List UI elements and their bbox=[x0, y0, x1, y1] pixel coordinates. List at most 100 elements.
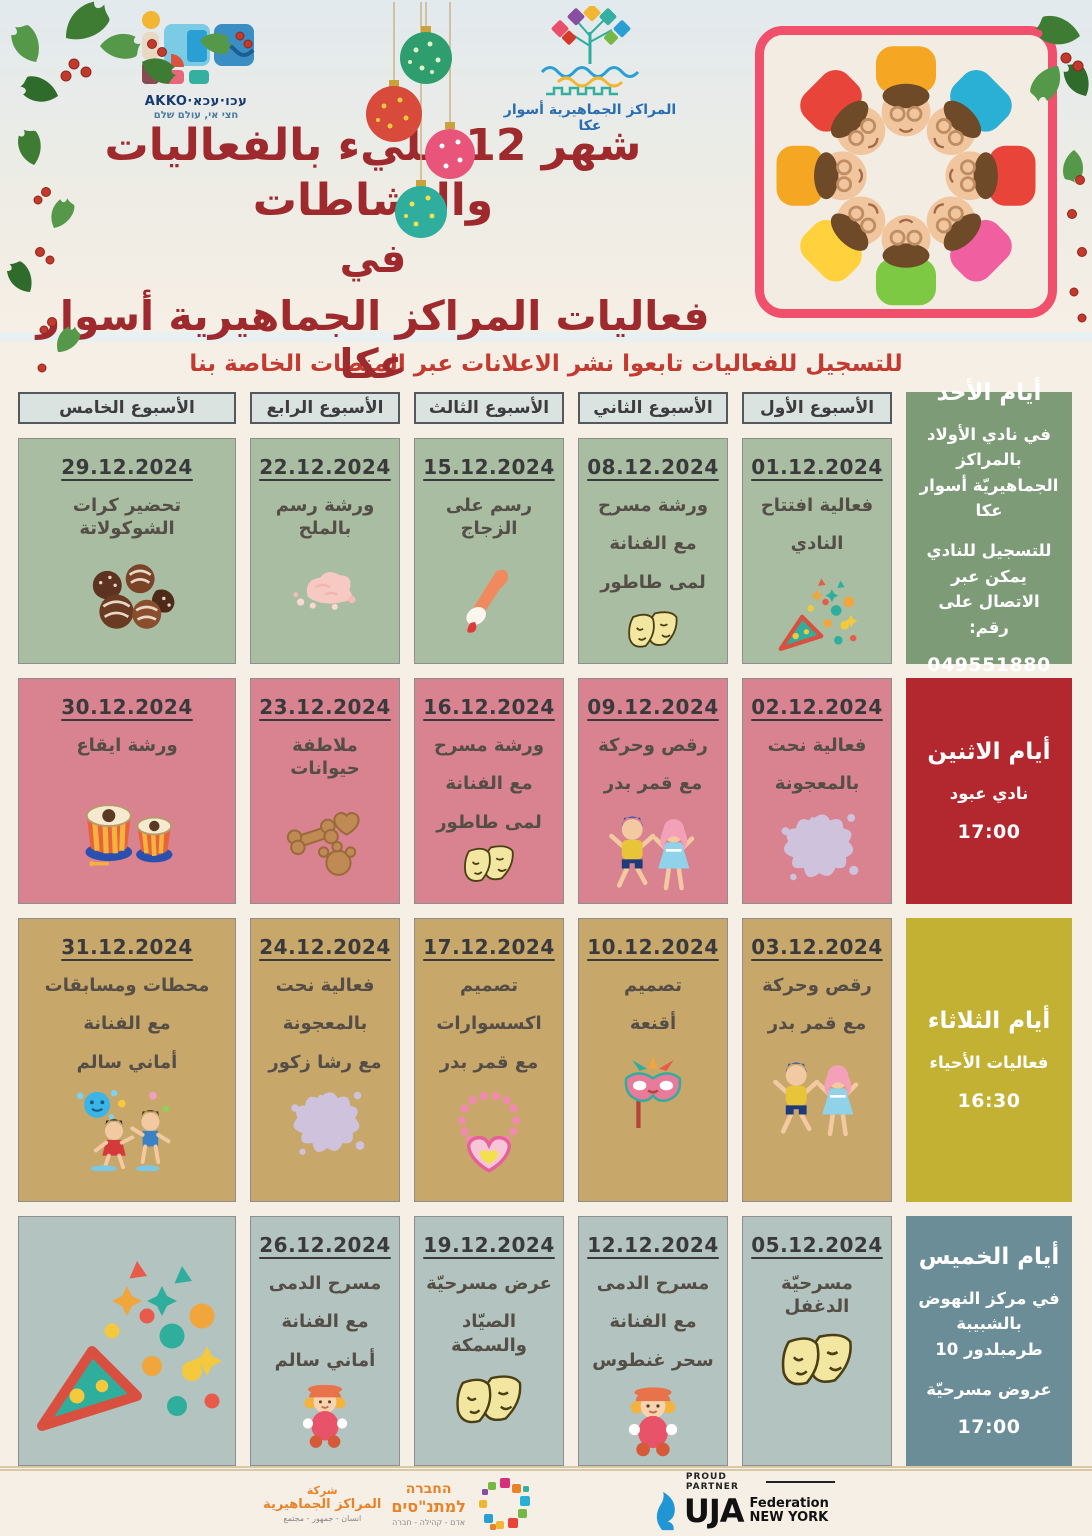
activities-calendar: أيام الأحد في نادي الأولاد بالمراكز الجم… bbox=[18, 380, 1072, 1466]
activity-card: 08.12.2024 ورشة مسرح مع الفنانة لمى طاطو… bbox=[578, 438, 728, 664]
activity-date: 03.12.2024 bbox=[751, 935, 883, 959]
day-phone: 049551880 bbox=[927, 654, 1051, 677]
activity-date: 01.12.2024 bbox=[751, 455, 883, 479]
theater-masks-icon bbox=[776, 1329, 858, 1396]
activity-card: 16.12.2024 ورشة مسرح مع الفنانة لمى طاطو… bbox=[414, 678, 564, 904]
week-header-4: الأسبوع الرابع bbox=[250, 392, 400, 424]
uja-wordmark: UJA bbox=[683, 1491, 745, 1530]
day-time: 17:00 bbox=[957, 1416, 1021, 1439]
activity-card: 02.12.2024 فعالية نحت بالمعجونة bbox=[742, 678, 892, 904]
activity-card: 22.12.2024 ورشة رسم بالملح bbox=[250, 438, 400, 664]
children-photo bbox=[755, 26, 1057, 318]
dancing-kids-icon bbox=[601, 810, 705, 893]
activity-date: 12.12.2024 bbox=[587, 1233, 719, 1257]
activity-date: 16.12.2024 bbox=[423, 695, 555, 719]
activity-card: 01.12.2024 فعالية افتتاح النادي bbox=[742, 438, 892, 664]
theater-masks-icon bbox=[451, 1371, 527, 1433]
activity-date: 29.12.2024 bbox=[61, 455, 193, 479]
doll-icon bbox=[625, 1380, 681, 1457]
matnasim-hebrew-text: החברה למתנ"סים אדם - קהילה - חברה bbox=[391, 1480, 466, 1527]
uja-flame-icon bbox=[656, 1491, 675, 1530]
poster-title: شهر 12 مليء بالفعاليات والنشاطات في فعال… bbox=[8, 118, 738, 388]
title-line-1: شهر 12 مليء بالفعاليات والنشاطات bbox=[104, 120, 642, 226]
community-centers-logo-icon bbox=[540, 4, 640, 96]
activity-card: 15.12.2024 رسم على الزجاج bbox=[414, 438, 564, 664]
day-title: أيام الأحد bbox=[936, 379, 1042, 406]
playdough-splash-icon bbox=[285, 1088, 365, 1158]
holly-decoration-top-right bbox=[1025, 11, 1092, 323]
doll-icon bbox=[300, 1378, 350, 1448]
title-line-2: في bbox=[339, 236, 407, 282]
day-info: نادي عبود bbox=[949, 784, 1029, 804]
activity-date: 19.12.2024 bbox=[423, 1233, 555, 1257]
dancing-kids-icon bbox=[765, 1056, 869, 1139]
activity-card: 12.12.2024 مسرح الدمى مع الفنانة سحر غنط… bbox=[578, 1216, 728, 1466]
theater-masks-icon bbox=[460, 842, 518, 889]
week-header-5: الأسبوع الخامس bbox=[18, 392, 236, 424]
uja-federation-text: Federation NEW YORK bbox=[749, 1495, 829, 1525]
confetti-icon bbox=[27, 1241, 227, 1441]
day-info: للتسجيل للنادي يمكن عبر الاتصال على رقم: bbox=[926, 541, 1052, 637]
footer: شركة المراكز الجماهيرية انسان - جمهور - … bbox=[0, 1466, 1092, 1536]
activity-date: 10.12.2024 bbox=[587, 935, 719, 959]
matnasim-company-logo: شركة المراكز الجماهيرية انسان - جمهور - … bbox=[263, 1476, 532, 1532]
activity-date: 08.12.2024 bbox=[587, 455, 719, 479]
activity-date: 31.12.2024 bbox=[61, 935, 193, 959]
week-header-3: الأسبوع الثالث bbox=[414, 392, 564, 424]
day-time: 17:00 bbox=[957, 820, 1021, 843]
day-panel-tuesday: أيام الثلاثاء فعاليات الأحياء 16:30 bbox=[906, 918, 1072, 1202]
proud-partner-label: PROUD PARTNER bbox=[686, 1472, 835, 1492]
confetti-card bbox=[18, 1216, 236, 1466]
drums-icon bbox=[75, 787, 179, 868]
title-line-3: فعاليات المراكز الجماهيرية أسوار عكا bbox=[36, 292, 710, 388]
day-panel-thursday: أيام الخميس في مركز النهوض بالشبيبة طرمب… bbox=[906, 1216, 1072, 1466]
activity-card: 17.12.2024 تصميم اكسسوارات مع قمر بدر bbox=[414, 918, 564, 1202]
day-panel-monday: أيام الاثنين نادي عبود 17:00 bbox=[906, 678, 1072, 904]
day-panel-sunday: أيام الأحد في نادي الأولاد بالمراكز الجم… bbox=[906, 380, 1072, 676]
theater-masks-icon bbox=[623, 608, 683, 655]
activity-card: 19.12.2024 عرض مسرحيّة الصيّاد والسمكة bbox=[414, 1216, 564, 1466]
header: עכו·עכא·AKKO חצי אי, עולם שלם bbox=[0, 0, 1092, 388]
activity-card: 23.12.2024 ملاطفة حيوانات bbox=[250, 678, 400, 904]
activity-card: 30.12.2024 ورشة ايقاع bbox=[18, 678, 236, 904]
week-header-2: الأسبوع الثاني bbox=[578, 392, 728, 424]
community-centers-logo: المراكز الجماهيرية أسوار عكا bbox=[500, 4, 680, 134]
matnasim-arabic-text: شركة المراكز الجماهيرية انسان - جمهور - … bbox=[263, 1484, 382, 1523]
uja-federation-logo: PROUD PARTNER UJA Federation NEW YORK bbox=[652, 1472, 835, 1532]
holly-decoration-top-left bbox=[3, 0, 253, 373]
party-popper-icon bbox=[771, 570, 863, 655]
day-title: أيام الثلاثاء bbox=[927, 1008, 1051, 1035]
day-info: عروض مسرحيّة bbox=[926, 1379, 1052, 1399]
activity-date: 30.12.2024 bbox=[61, 695, 193, 719]
day-info: فعاليات الأحياء bbox=[929, 1053, 1049, 1073]
activity-card: 29.12.2024 تحضير كرات الشوكولاتة bbox=[18, 438, 236, 664]
activity-card: 31.12.2024 محطات ومسابقات مع الفنانة أما… bbox=[18, 918, 236, 1202]
activity-card: 24.12.2024 فعالية نحت بالمعجونة مع رشا ز… bbox=[250, 918, 400, 1202]
activity-card: 05.12.2024 مسرحيّة الدغفل bbox=[742, 1216, 892, 1466]
day-info: في نادي الأولاد بالمراكز الجماهيريّة أسو… bbox=[919, 424, 1059, 521]
playdough-splash-icon bbox=[775, 810, 859, 884]
header-divider bbox=[0, 332, 1092, 342]
activity-date: 05.12.2024 bbox=[751, 1233, 883, 1257]
akko-logo-tagline: חצי אי, עולם שלם bbox=[153, 110, 239, 121]
community-centers-logo-name: المراكز الجماهيرية أسوار عكا bbox=[503, 102, 677, 134]
activity-card: 10.12.2024 تصميم أقنعة bbox=[578, 918, 728, 1202]
akko-logo-name: עכו·עכא·AKKO bbox=[144, 94, 248, 109]
necklace-icon bbox=[451, 1088, 527, 1175]
masquerade-mask-icon bbox=[619, 1054, 687, 1132]
day-title: أيام الخميس bbox=[918, 1243, 1060, 1270]
kids-playing-icon bbox=[75, 1088, 179, 1171]
activity-date: 22.12.2024 bbox=[259, 455, 391, 479]
activity-date: 02.12.2024 bbox=[751, 695, 883, 719]
day-info: في مركز النهوض بالشبيبة طرمبلدور 10 bbox=[918, 1288, 1060, 1359]
registration-note: للتسجيل للفعاليات تابعوا نشر الاعلانات ع… bbox=[189, 351, 903, 377]
activity-date: 09.12.2024 bbox=[587, 695, 719, 719]
activity-card: 26.12.2024 مسرح الدمى مع الفنانة أماني س… bbox=[250, 1216, 400, 1466]
pet-treats-icon bbox=[282, 805, 368, 880]
activity-date: 15.12.2024 bbox=[423, 455, 555, 479]
activity-date: 17.12.2024 bbox=[423, 935, 555, 959]
paintbrush-icon bbox=[461, 567, 517, 637]
chocolates-icon bbox=[77, 559, 177, 633]
activity-card: 03.12.2024 رقص وحركة مع قمر بدر bbox=[742, 918, 892, 1202]
